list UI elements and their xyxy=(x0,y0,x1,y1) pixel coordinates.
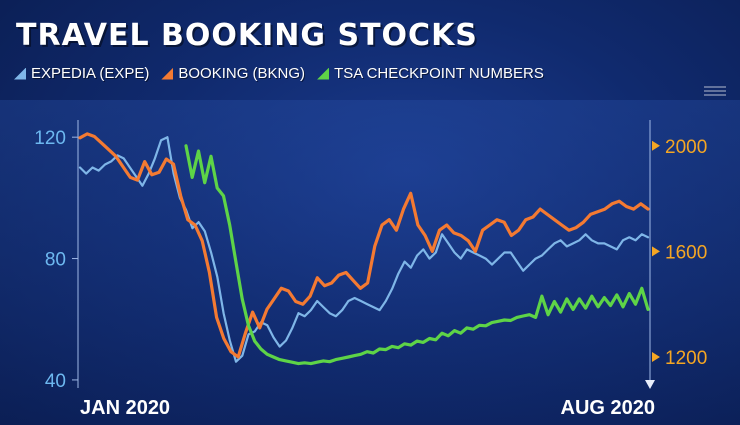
chart-title: TRAVEL BOOKING STOCKS xyxy=(16,18,478,53)
left-axis: 120 80 40 xyxy=(34,128,78,392)
left-tick-label: 80 xyxy=(45,250,66,271)
right-tick-label: 2000 xyxy=(665,137,707,158)
right-tick-arrow-icon xyxy=(652,246,660,257)
x-label-start: JAN 2020 xyxy=(80,397,170,419)
left-tick-label: 120 xyxy=(34,128,66,149)
legend-label-expedia: EXPEDIA (EXPE) xyxy=(31,65,150,82)
series-line-booking xyxy=(78,132,650,359)
right-tick-arrow-icon xyxy=(652,140,660,151)
legend-item-expedia: EXPEDIA (EXPE) xyxy=(14,65,149,82)
right-tick-arrow-icon xyxy=(652,351,660,362)
corner-grip-icon xyxy=(704,86,726,96)
legend-item-booking: BOOKING (BKNG) xyxy=(161,65,305,82)
right-tick-label: 1200 xyxy=(665,348,707,369)
legend-label-tsa: TSA CHECKPOINT NUMBERS xyxy=(334,65,544,82)
right-axis: 2000 1600 1200 xyxy=(652,137,707,369)
legend: EXPEDIA (EXPE) BOOKING (BKNG) TSA CHECKP… xyxy=(14,65,544,82)
axis-arrow-icon xyxy=(645,380,655,389)
x-label-end: AUG 2020 xyxy=(561,397,656,419)
series-group xyxy=(78,132,650,366)
legend-item-tsa: TSA CHECKPOINT NUMBERS xyxy=(317,65,544,82)
left-tick-label: 40 xyxy=(45,371,66,392)
x-axis: JAN 2020 AUG 2020 xyxy=(80,397,655,419)
series-line-expedia xyxy=(78,136,650,363)
legend-label-booking: BOOKING (BKNG) xyxy=(178,65,306,82)
series-line-tsa xyxy=(184,144,650,366)
right-tick-label: 1600 xyxy=(665,242,707,263)
